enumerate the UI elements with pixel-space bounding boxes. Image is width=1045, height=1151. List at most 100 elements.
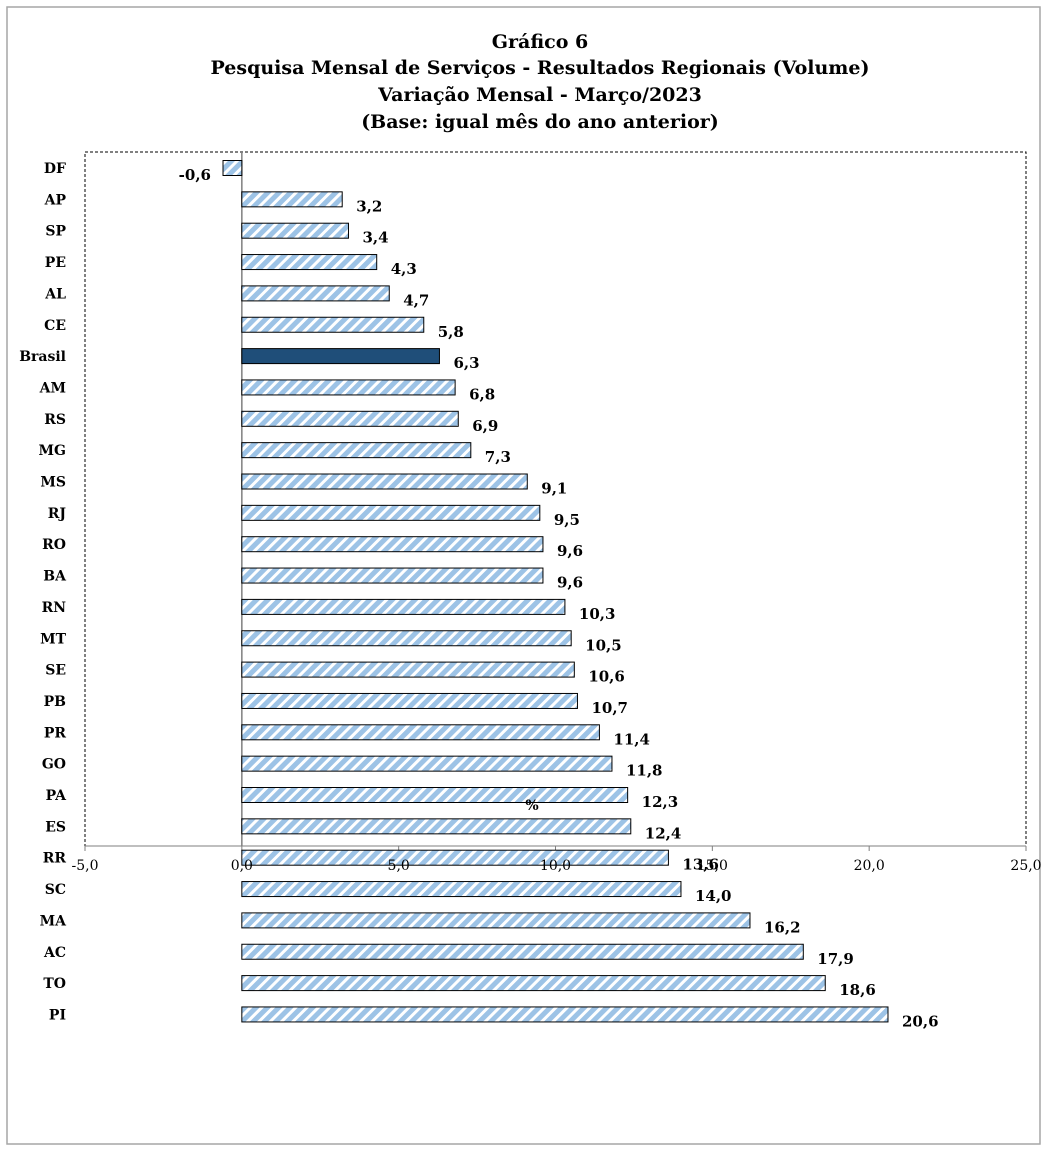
title-line-1: Gráfico 6 [492,31,588,53]
title-line-2: Pesquisa Mensal de Serviços - Resultados… [211,57,870,79]
category-label: PR [44,725,67,741]
category-label: AC [43,945,66,961]
category-label: SP [45,224,66,240]
bar-am [241,379,456,396]
x-axis-title: % [525,798,538,814]
value-label: 4,3 [391,260,417,278]
value-label: 3,2 [356,197,382,215]
x-tick-label: 25,0 [1010,858,1041,874]
category-label: DF [44,161,66,177]
value-label: 14,0 [695,887,732,905]
category-label: MG [39,443,66,459]
bar-sc [241,881,682,898]
category-label: Brasil [19,349,66,365]
bar-ap [241,191,343,208]
x-tick-labels: -5,0 0,0 5,0 10,0 15,0 20,0 25,0 [72,858,1042,874]
category-label: CE [44,318,66,334]
bar-ma [241,912,751,929]
x-tick-label: 0,0 [231,858,253,874]
category-label: MT [40,631,66,647]
bar-brasil [241,348,440,365]
category-label: ES [45,819,66,835]
bar-pr [241,724,600,741]
value-label: 10,5 [585,636,622,654]
value-label: 18,6 [839,981,876,999]
bar-al [241,285,390,302]
category-label: AL [44,286,66,302]
category-label: PE [45,255,66,271]
x-tick-label: 10,0 [540,858,571,874]
bar-rn [241,598,566,615]
value-label: 11,4 [613,730,650,748]
bar-to [241,975,826,992]
category-label: TO [43,976,66,992]
x-tick-label: 20,0 [854,858,885,874]
value-label: 17,9 [817,950,854,968]
bar-pe [241,254,378,271]
bar-mt [241,630,572,647]
bar-mg [241,442,472,459]
category-label: RO [42,537,66,553]
value-label: 7,3 [485,448,511,466]
bar-ms [241,473,528,490]
value-label: -0,6 [179,166,211,184]
title-line-3: Variação Mensal - Março/2023 [377,84,702,106]
category-label: MS [40,475,66,491]
bar-pi [241,1006,889,1023]
bar-pa [241,787,629,803]
category-label: BA [43,569,67,585]
bar-ac [241,943,804,960]
bar-go [241,755,613,772]
x-tick-label: -5,0 [72,858,99,874]
value-label: 12,4 [645,824,682,842]
x-tick-label: 5,0 [388,858,410,874]
category-label: SC [45,882,66,898]
value-label: 10,6 [588,668,625,686]
value-label: 12,3 [642,793,679,811]
bars [222,160,889,1023]
title-line-4: (Base: igual mês do ano anterior) [361,111,719,133]
value-label: 9,1 [541,480,567,498]
value-label: 9,5 [554,511,580,529]
bar-sp [241,222,349,239]
value-label: 10,3 [579,605,616,623]
category-label: GO [42,757,66,773]
bar-se [241,661,575,678]
value-label: 9,6 [557,542,583,560]
value-label: 20,6 [902,1012,939,1030]
category-label: RR [43,851,67,867]
category-label: AM [39,380,66,396]
category-label: PA [46,788,68,804]
category-labels: DF AP SP PE AL CE Brasil AM RS MG MS RJ RO BA RN MT SE PB… [19,161,67,1023]
value-label: 6,3 [453,354,479,372]
bar-ba [241,567,544,584]
value-label: 11,8 [626,762,663,780]
bar-ce [241,316,425,333]
bar-es [241,818,632,835]
value-label: 9,6 [557,574,583,592]
value-label: 5,8 [438,323,464,341]
value-labels: -0,6 3,2 3,44,3 4,7 5,8 6,3 6,8 6,9 7,3 9,1 9,5 9,6… [179,166,939,1030]
category-label: RJ [48,506,67,522]
category-label: MA [40,913,67,929]
category-label: RN [42,600,67,616]
value-label: 10,7 [591,699,628,717]
value-label: 13,6 [682,856,719,874]
category-label: PB [44,694,67,710]
bar-rr [241,849,669,866]
value-label: 6,9 [472,417,498,435]
x-tick-label: 15,0 [697,858,728,874]
value-label: 16,2 [764,918,801,936]
value-label: 4,7 [403,291,429,309]
bar-rs [241,410,459,427]
category-label: AP [44,192,67,208]
category-label: SE [45,663,66,679]
bar-ro [241,536,544,553]
category-label: PI [49,1007,66,1023]
bar-df [222,160,243,176]
chart-title: Gráfico 6 Pesquisa Mensal de Serviços - … [211,31,870,133]
bar-pb [241,692,578,709]
value-label: 3,4 [362,229,388,247]
bar-rj [241,504,541,521]
